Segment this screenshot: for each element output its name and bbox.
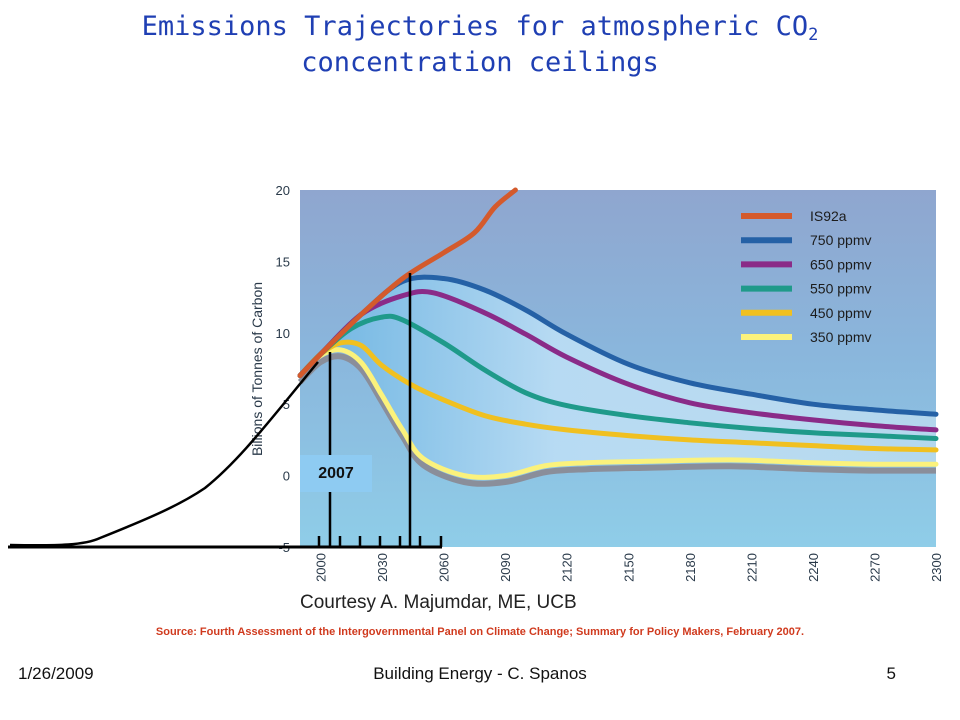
courtesy-text: Courtesy A. Majumdar, ME, UCB [300, 592, 577, 613]
legend-label-is92a: IS92a [810, 208, 847, 224]
x-tick-label: 2240 [806, 553, 821, 582]
x-tick-label: 2180 [683, 553, 698, 582]
emissions-chart: IS92a 750 ppmv 650 ppmv 550 ppmv 450 ppmv 350… [8, 183, 945, 582]
slide-title-line-2: concentration ceilings [301, 47, 659, 78]
x-tick-label: 2090 [498, 553, 513, 582]
y-axis: -505101520 [276, 183, 290, 555]
x-tick-label: 2150 [621, 553, 636, 582]
series-layer [297, 187, 939, 487]
series-line-550-ppmv [297, 313, 939, 441]
year-2007-label: 2007 [300, 455, 372, 492]
legend-label-550-ppmv: 550 ppmv [810, 281, 871, 297]
y-tick-label: 5 [283, 397, 290, 412]
x-tick-label: 2300 [929, 553, 944, 582]
envelope-fill [300, 278, 936, 476]
baseline-ticks [317, 536, 443, 547]
y-axis-label: Billions of Tonnes of Carbon [249, 282, 265, 456]
series-line-350-ppmv [297, 347, 939, 480]
x-tick-label: 2030 [375, 553, 390, 582]
x-tick-label: 2060 [437, 553, 452, 582]
source-citation: Source: Fourth Assessment of the Intergo… [155, 626, 805, 638]
series-line-is92a [297, 187, 518, 379]
legend: IS92a 750 ppmv 650 ppmv 550 ppmv 450 ppmv 350… [741, 208, 871, 345]
y-tick-label: 15 [276, 254, 290, 269]
x-axis: 2000 2030 2060 2090 2120 2150 2180 2210 2240 2270… [314, 553, 945, 582]
series-350-shadow [297, 353, 937, 487]
page-number: 5 [886, 664, 896, 683]
y-tick-label: 0 [283, 469, 290, 484]
x-tick-label: 2270 [868, 553, 883, 582]
legend-label-450-ppmv: 450 ppmv [810, 305, 871, 321]
y-tick-label: 20 [276, 183, 290, 198]
legend-label-350-ppmv: 350 ppmv [810, 329, 871, 345]
legend-label-750-ppmv: 750 ppmv [810, 232, 871, 248]
series-line-450-ppmv [297, 339, 939, 453]
slide-title-line-1: Emissions Trajectories for atmospheric C… [0, 10, 960, 44]
footer-date: 1/26/2009 [18, 664, 94, 683]
x-tick-label: 2210 [744, 553, 759, 582]
legend-label-650-ppmv: 650 ppmv [810, 256, 871, 272]
x-tick-label: 2120 [560, 553, 575, 582]
x-tick-label: 2000 [314, 553, 329, 582]
title-subscript: 2 [808, 25, 819, 45]
y-tick-label: 10 [276, 326, 290, 341]
historical-emissions-curve [9, 361, 319, 547]
footer-title: Building Energy - C. Spanos [373, 664, 587, 683]
title-text: Emissions Trajectories for atmospheric C… [141, 11, 809, 42]
